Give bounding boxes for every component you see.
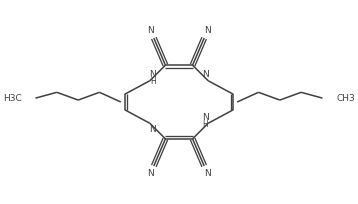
Text: N: N [149, 125, 156, 134]
Text: N: N [149, 70, 156, 79]
Text: N: N [204, 169, 211, 178]
Text: N: N [202, 113, 209, 122]
Text: H3C: H3C [3, 94, 22, 103]
Text: N: N [147, 169, 154, 178]
Text: N: N [147, 26, 154, 35]
Text: H: H [150, 77, 156, 86]
Text: H: H [202, 120, 208, 129]
Text: N: N [202, 70, 209, 79]
Text: CH3: CH3 [336, 94, 355, 103]
Text: N: N [204, 26, 211, 35]
